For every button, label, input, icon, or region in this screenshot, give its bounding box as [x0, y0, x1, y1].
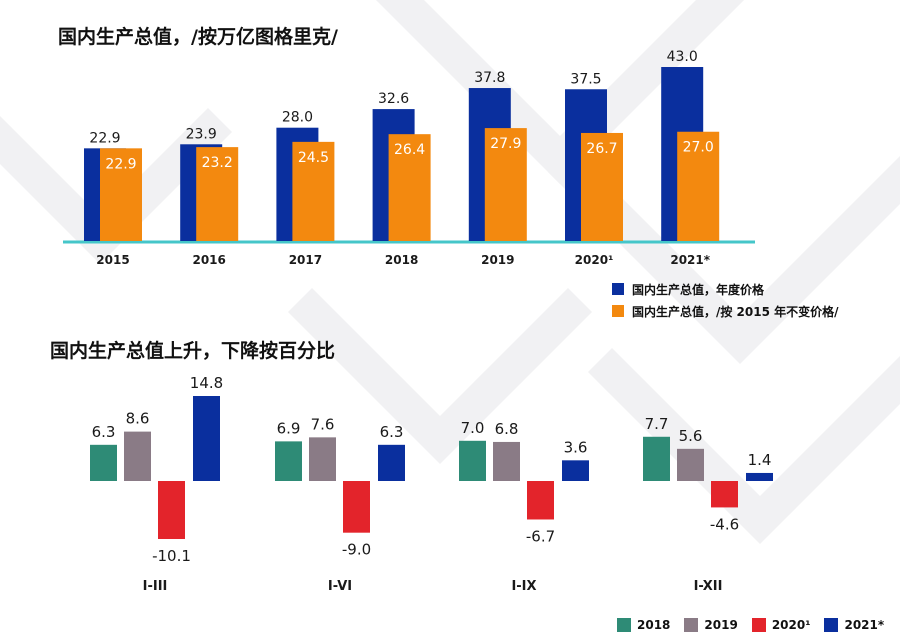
bar-constant-price — [388, 134, 431, 241]
bar-constant-price — [100, 148, 142, 241]
data-label: 6.8 — [495, 420, 519, 438]
data-label: 27.9 — [490, 136, 521, 152]
bar-2021 — [746, 472, 773, 481]
legend-label: 2018 — [637, 618, 671, 632]
chart2-legend: 2018 2019 2020¹ 2021* — [617, 618, 898, 632]
legend-item-2018: 2018 — [617, 618, 670, 632]
legend-swatch-blue — [612, 283, 624, 295]
data-label: 32.6 — [378, 91, 409, 107]
legend-item-2019: 2019 — [684, 618, 738, 632]
x-tick-label: 2019 — [481, 253, 514, 267]
data-label: 37.8 — [474, 70, 505, 86]
data-label: 23.9 — [186, 126, 217, 142]
data-label: 6.9 — [277, 419, 301, 437]
bar-2018 — [275, 441, 302, 481]
bar-2018 — [643, 436, 670, 481]
data-label: 22.9 — [105, 156, 136, 172]
data-label: 6.3 — [380, 423, 404, 441]
bar-2019 — [677, 448, 704, 481]
legend-label: 国内生产总值，年度价格 — [632, 282, 765, 297]
data-label: 43.0 — [667, 49, 698, 65]
x-tick-label: 2020¹ — [575, 253, 614, 267]
data-label: 8.6 — [126, 410, 150, 428]
legend-item-constant-prices: 国内生产总值，/按 2015 年不变价格/ — [612, 302, 839, 320]
legend-label: 2019 — [704, 618, 738, 632]
bar-2018 — [90, 444, 117, 481]
data-label: 23.2 — [202, 155, 233, 171]
legend-item-2020: 2020¹ — [751, 618, 811, 632]
bar-2019 — [493, 441, 520, 481]
data-label: 1.4 — [748, 451, 772, 469]
bar-constant-price — [581, 132, 623, 241]
bar-constant-price — [484, 128, 527, 241]
data-label: 6.3 — [92, 423, 116, 441]
bar-2019 — [309, 437, 336, 481]
data-label: 27.0 — [683, 140, 714, 156]
bar-2020 — [527, 481, 554, 520]
x-tick-label: 2021* — [670, 253, 710, 267]
legend-label: 2020¹ — [771, 618, 811, 632]
legend-swatch-orange — [612, 305, 624, 317]
data-label: 14.8 — [190, 374, 223, 392]
bar-constant-price — [292, 141, 335, 241]
bar-constant-price — [196, 147, 239, 241]
chart1-title: 国内生产总值，/按万亿图格里克/ — [58, 26, 338, 48]
data-label: 26.4 — [394, 142, 425, 158]
data-label: 22.9 — [89, 130, 120, 146]
bar-2021 — [562, 460, 589, 481]
x-tick-label: I-XII — [694, 579, 723, 594]
x-tick-label: I-VI — [328, 579, 352, 594]
x-tick-label: 2016 — [192, 253, 225, 267]
chart1-legend: 国内生产总值，年度价格 国内生产总值，/按 2015 年不变价格/ — [612, 280, 839, 324]
data-label: 7.7 — [645, 415, 669, 433]
legend-swatch-teal — [617, 618, 631, 632]
bar-2020 — [711, 481, 738, 508]
legend-swatch-gray — [684, 618, 699, 632]
legend-item-2021: 2021* — [824, 618, 884, 632]
x-tick-label: 2017 — [289, 253, 322, 267]
legend-swatch-navy — [824, 618, 839, 632]
x-tick-label: 2018 — [385, 253, 418, 267]
data-label: 26.7 — [586, 141, 617, 157]
data-label: -4.6 — [710, 515, 739, 533]
x-tick-label: 2015 — [96, 253, 129, 267]
x-tick-label: I-IX — [511, 579, 536, 594]
chart2-title: 国内生产总值上升，下降按百分比 — [50, 340, 336, 362]
data-label: 5.6 — [679, 427, 703, 445]
x-tick-label: I-III — [143, 579, 168, 594]
data-label: 28.0 — [282, 110, 313, 126]
legend-swatch-red — [751, 618, 766, 632]
legend-item-annual-prices: 国内生产总值，年度价格 — [612, 280, 839, 298]
bar-2019 — [124, 431, 151, 481]
bar-constant-price — [677, 131, 720, 241]
bar-2021 — [193, 396, 220, 481]
bar-2020 — [158, 481, 185, 540]
legend-label: 2021* — [844, 618, 885, 632]
data-label: 3.6 — [564, 438, 588, 456]
data-label: 7.6 — [311, 415, 335, 433]
data-label: 37.5 — [570, 71, 601, 87]
data-label: 7.0 — [461, 419, 485, 437]
data-label: -10.1 — [152, 547, 191, 565]
data-label: -9.0 — [342, 541, 371, 559]
legend-label: 国内生产总值，/按 2015 年不变价格/ — [632, 304, 839, 319]
bar-2021 — [378, 444, 405, 481]
bar-2020 — [343, 481, 370, 533]
bar-2018 — [459, 440, 486, 481]
data-label: 24.5 — [298, 150, 329, 166]
data-label: -6.7 — [526, 527, 555, 545]
